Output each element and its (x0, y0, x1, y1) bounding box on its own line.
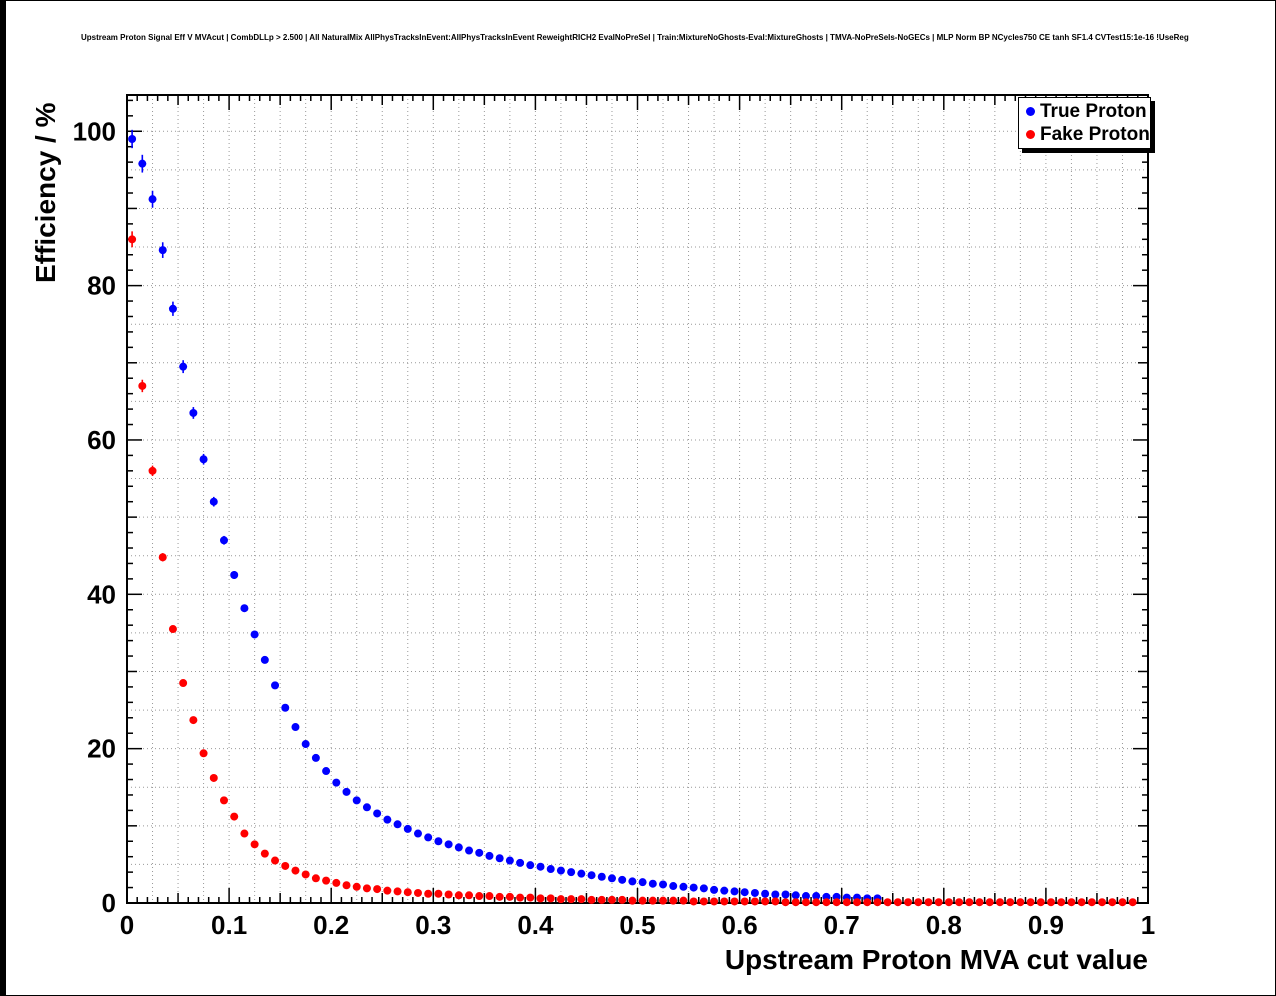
svg-text:60: 60 (87, 425, 116, 455)
svg-text:0.1: 0.1 (211, 910, 247, 940)
svg-text:0.2: 0.2 (313, 910, 349, 940)
fake-proton-marker-icon (1026, 130, 1035, 139)
grid-lines (127, 95, 1148, 903)
plot-title: Upstream Proton Signal Eff V MVAcut | Co… (81, 33, 1189, 42)
svg-text:0.6: 0.6 (722, 910, 758, 940)
svg-text:0: 0 (120, 910, 134, 940)
legend-label-fake-proton: Fake Proton (1040, 123, 1150, 145)
svg-text:0.5: 0.5 (619, 910, 655, 940)
svg-text:0.3: 0.3 (415, 910, 451, 940)
svg-text:100: 100 (73, 116, 116, 146)
x-axis-title: Upstream Proton MVA cut value (724, 944, 1148, 975)
svg-text:0.9: 0.9 (1028, 910, 1064, 940)
svg-text:40: 40 (87, 579, 116, 609)
svg-text:0.7: 0.7 (824, 910, 860, 940)
series-fake-proton (128, 231, 1137, 907)
true-proton-marker-icon (1026, 107, 1035, 116)
legend: True Proton Fake Proton (1018, 97, 1151, 149)
window-left-edge (0, 0, 6, 996)
svg-text:1: 1 (1141, 910, 1155, 940)
x-tick-labels: 0 0.1 0.2 0.3 0.4 0.5 0.6 0.7 0.8 0.9 1 (120, 910, 1155, 940)
svg-text:80: 80 (87, 271, 116, 301)
legend-label-true-proton: True Proton (1040, 100, 1147, 122)
legend-entry-true-proton: True Proton (1019, 100, 1150, 123)
y-axis-title: Efficiency / % (30, 102, 61, 283)
svg-text:20: 20 (87, 734, 116, 764)
legend-entry-fake-proton: Fake Proton (1019, 123, 1150, 146)
series-true-proton (128, 129, 882, 903)
svg-text:0.8: 0.8 (926, 910, 962, 940)
y-tick-labels: 0 20 40 60 80 100 (73, 116, 116, 918)
svg-text:0.4: 0.4 (517, 910, 554, 940)
svg-text:0: 0 (102, 888, 116, 918)
plot-frame (126, 94, 1149, 904)
